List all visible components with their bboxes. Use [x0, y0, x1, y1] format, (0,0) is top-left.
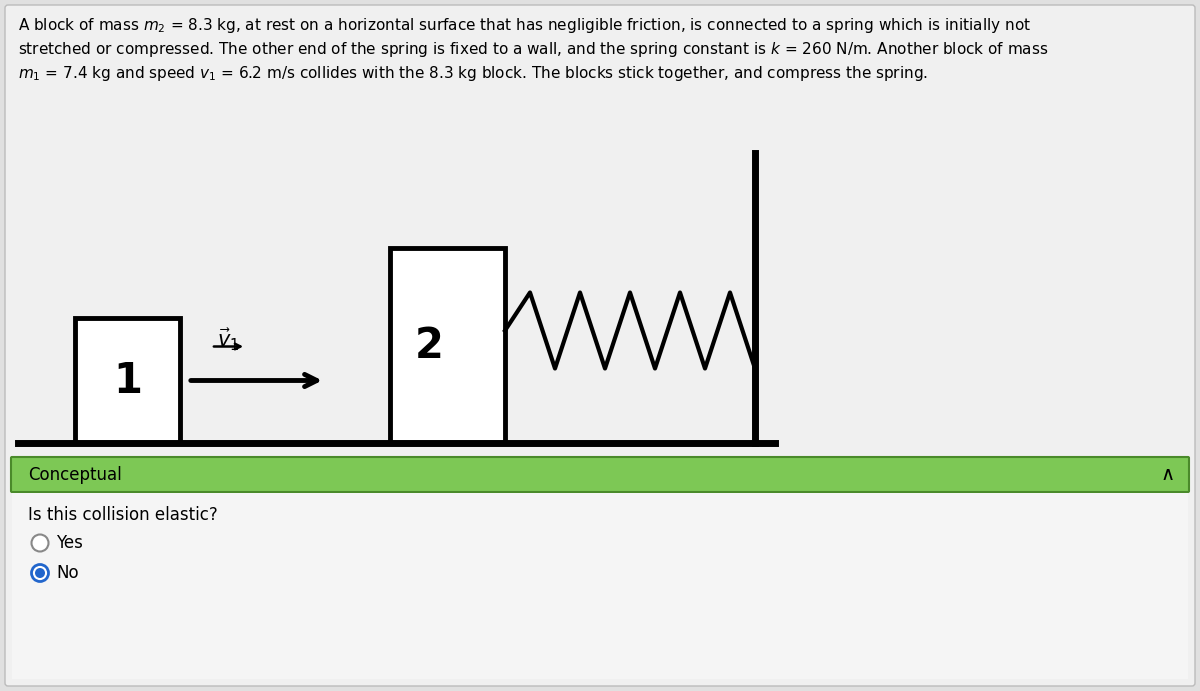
Text: $m_1$ = 7.4 kg and speed $v_1$ = 6.2 m/s collides with the 8.3 kg block. The blo: $m_1$ = 7.4 kg and speed $v_1$ = 6.2 m/s…	[18, 64, 928, 83]
Text: 2: 2	[415, 325, 444, 366]
Text: Is this collision elastic?: Is this collision elastic?	[28, 506, 217, 524]
FancyBboxPatch shape	[5, 5, 1195, 686]
Text: ∧: ∧	[1160, 465, 1175, 484]
Text: No: No	[56, 564, 79, 582]
Circle shape	[35, 568, 46, 578]
Text: Yes: Yes	[56, 534, 83, 552]
Circle shape	[31, 535, 48, 551]
Bar	[74, 318, 180, 443]
Text: $\vec{v}_1$: $\vec{v}_1$	[217, 326, 239, 352]
Text: stretched or compressed. The other end of the spring is fixed to a wall, and the: stretched or compressed. The other end o…	[18, 40, 1049, 59]
Text: 1: 1	[113, 359, 142, 401]
FancyBboxPatch shape	[11, 457, 1189, 492]
Bar	[390, 248, 505, 443]
Circle shape	[31, 565, 48, 582]
Bar	[12, 493, 1188, 679]
Text: A block of mass $m_2$ = 8.3 kg, at rest on a horizontal surface that has negligi: A block of mass $m_2$ = 8.3 kg, at rest …	[18, 16, 1031, 35]
Text: Conceptual: Conceptual	[28, 466, 121, 484]
